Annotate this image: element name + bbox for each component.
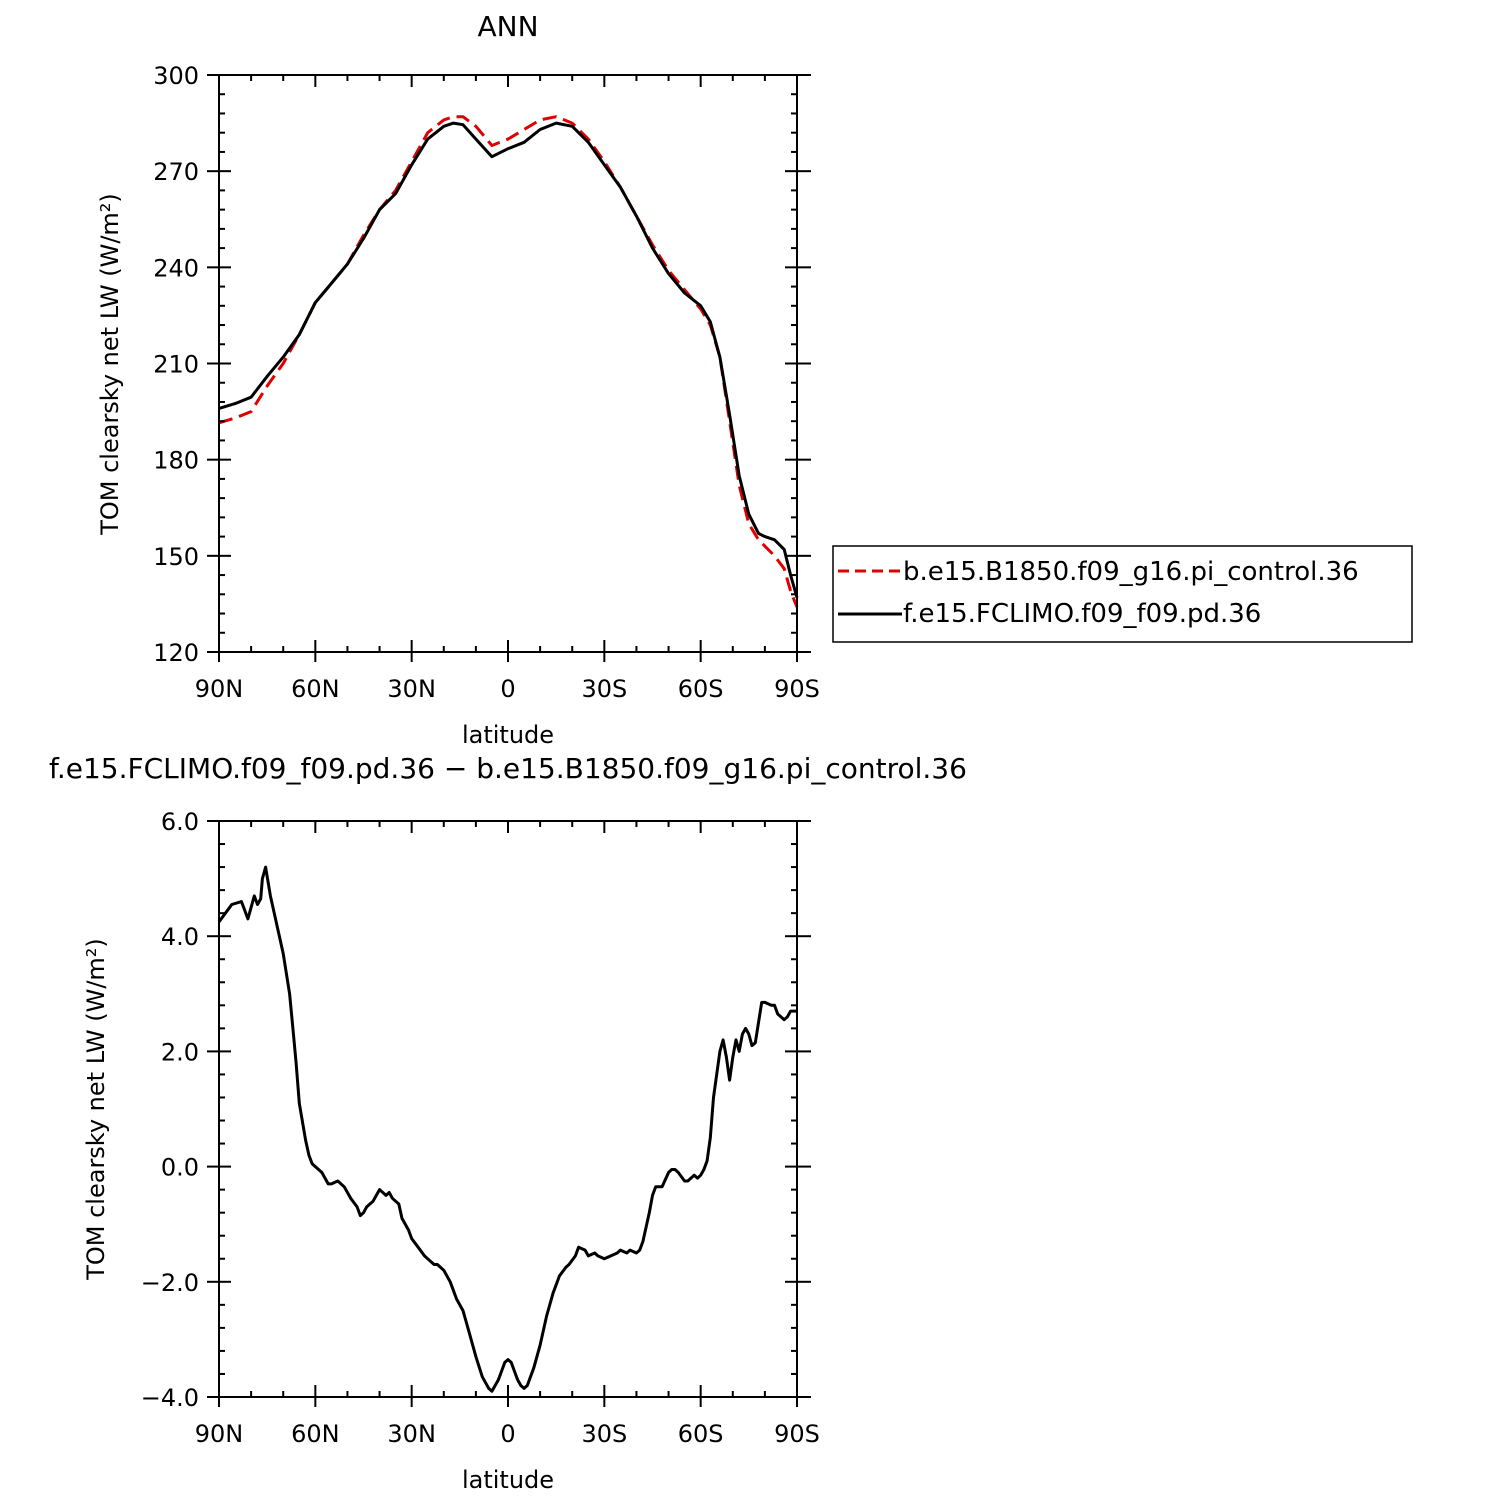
bottom-chart-x-tick-label: 30N xyxy=(387,1420,436,1448)
top-chart-series-line-1 xyxy=(218,121,799,598)
bottom-chart-x-tick-label: 60S xyxy=(678,1420,724,1448)
bottom-chart-y-tick-label: −2.0 xyxy=(141,1269,199,1297)
bottom-chart-x-tick-label: 60N xyxy=(291,1420,340,1448)
bottom-chart-y-tick-label: 2.0 xyxy=(161,1038,199,1066)
legend-box xyxy=(832,545,1413,643)
bottom-chart-series-line-0 xyxy=(217,865,797,1393)
top-chart-x-tick-label: 90N xyxy=(195,675,244,703)
bottom-chart-x-tick-label: 90S xyxy=(774,1420,820,1448)
bottom-chart-y-tick-label: 0.0 xyxy=(161,1154,199,1182)
top-chart-x-axis-title: latitude xyxy=(462,721,554,749)
bottom-chart-title: f.e15.FCLIMO.f09_f09.pd.36 − b.e15.B1850… xyxy=(49,752,967,785)
bottom-chart-axes: 90N 60N 30N 0 30S 60S 90S −4.0 −2.0 0.0 2.0 4.0 6.0 xyxy=(141,808,820,1448)
bottom-chart-x-tick-label: 0 xyxy=(500,1420,515,1448)
top-chart-y-tick-label: 210 xyxy=(153,351,199,379)
bottom-chart-x-tick-label: 30S xyxy=(581,1420,627,1448)
top-chart-x-tick-label: 30S xyxy=(581,675,627,703)
top-chart: ANN 90N 60N 30N 0 30S 60S 90S 120 150 180 210 240 27… xyxy=(96,10,820,749)
top-chart-y-axis-title: TOM clearsky net LW (W/m²) xyxy=(96,193,124,536)
legend-label-control: b.e15.B1850.f09_g16.pi_control.36 xyxy=(903,557,1359,587)
top-chart-x-tick-label: 0 xyxy=(500,675,515,703)
top-chart-x-tick-label: 30N xyxy=(387,675,436,703)
bottom-chart-y-axis-title: TOM clearsky net LW (W/m²) xyxy=(82,938,110,1281)
top-chart-axes: 90N 60N 30N 0 30S 60S 90S 120 150 180 210 240 270 300 xyxy=(153,62,820,703)
bottom-chart-x-axis-title: latitude xyxy=(462,1466,554,1494)
bottom-chart-y-tick-label: 6.0 xyxy=(161,808,199,836)
bottom-chart-y-tick-label: 4.0 xyxy=(161,923,199,951)
top-chart-y-tick-label: 240 xyxy=(153,254,199,282)
top-chart-y-tick-label: 180 xyxy=(153,447,199,475)
top-chart-y-tick-label: 120 xyxy=(153,639,199,667)
bottom-chart: f.e15.FCLIMO.f09_f09.pd.36 − b.e15.B1850… xyxy=(49,752,967,1494)
top-chart-x-tick-label: 60S xyxy=(678,675,724,703)
legend: b.e15.B1850.f09_g16.pi_control.36 f.e15.… xyxy=(832,545,1413,643)
top-chart-y-tick-label: 270 xyxy=(153,158,199,186)
top-chart-x-tick-label: 90S xyxy=(774,675,820,703)
top-chart-y-tick-label: 150 xyxy=(153,543,199,571)
top-chart-series-group xyxy=(218,115,799,608)
bottom-chart-series-group xyxy=(217,865,797,1393)
top-chart-x-tick-label: 60N xyxy=(291,675,340,703)
bottom-chart-y-tick-label: −4.0 xyxy=(141,1384,199,1412)
top-chart-y-tick-label: 300 xyxy=(153,62,199,90)
top-chart-title: ANN xyxy=(477,10,538,43)
legend-label-fclimo: f.e15.FCLIMO.f09_f09.pd.36 xyxy=(903,599,1261,629)
bottom-chart-x-tick-label: 90N xyxy=(195,1420,244,1448)
